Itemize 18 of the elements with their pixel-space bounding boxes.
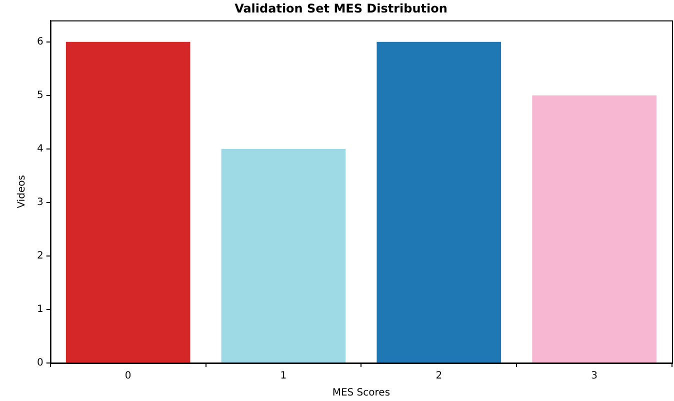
bar [376,42,502,362]
y-tick-label: 2 [36,250,44,262]
chart-title: Validation Set MES Distribution [234,1,448,16]
x-axis-title: MES Scores [332,388,390,399]
x-tick-label: 0 [124,370,132,382]
bar [221,148,346,362]
y-tick-label: 4 [36,143,44,154]
y-tick-label: 5 [36,90,44,101]
y-tick-label: 0 [36,358,44,369]
y-tick-label: 3 [36,197,44,208]
y-tick-label: 1 [36,304,44,316]
x-tick-label: 2 [436,370,442,382]
bar [66,42,190,362]
x-tick-label: 3 [591,370,598,382]
x-tick-label: 1 [280,370,287,382]
y-axis-title: Videos [16,175,28,208]
bar [532,95,656,362]
y-tick-label: 6 [36,36,44,48]
